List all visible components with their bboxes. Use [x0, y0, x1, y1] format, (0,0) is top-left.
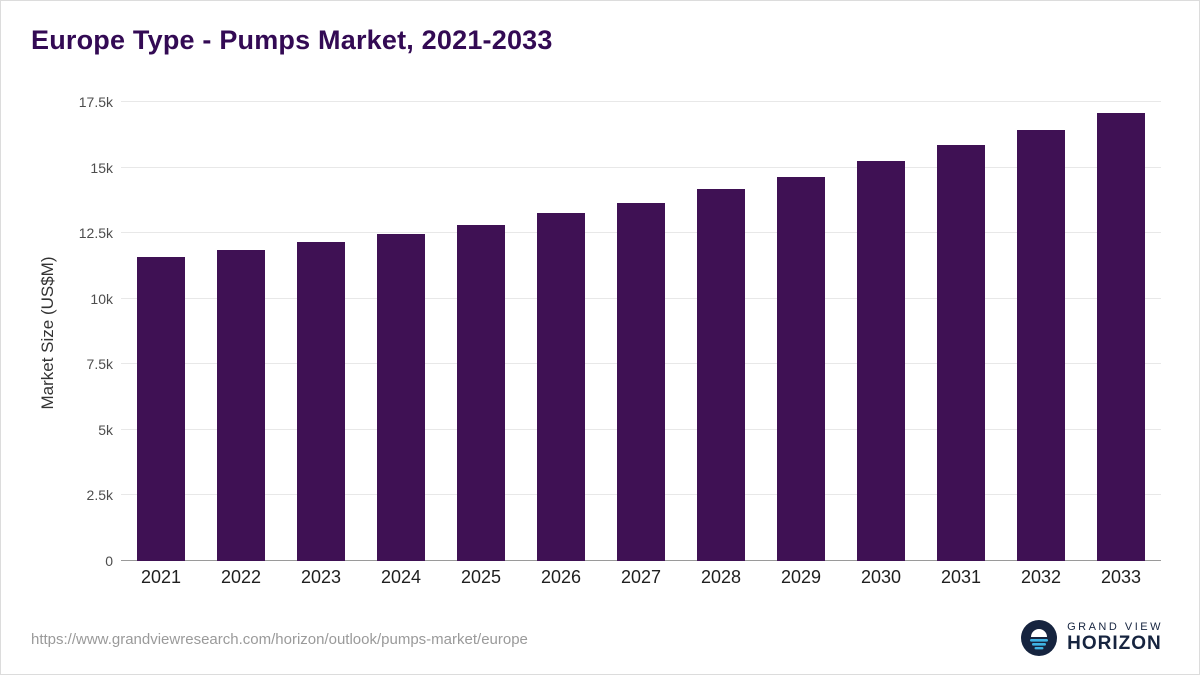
logo-line2: HORIZON: [1067, 633, 1162, 655]
bar-series: [121, 102, 1161, 561]
bar-slot: [1001, 102, 1081, 561]
x-tick-label-2029: 2029: [780, 567, 822, 587]
plot-area: [121, 101, 1161, 561]
bar-slot: [681, 102, 761, 561]
x-tick-label-2027: 2027: [620, 567, 662, 587]
bar-2022[interactable]: [217, 250, 265, 561]
x-tick-label-2023: 2023: [300, 567, 342, 587]
x-tick-label-2028: 2028: [700, 567, 742, 587]
bar-slot: [361, 102, 441, 561]
y-axis-tick-labels: 0 2.5k 5k 7.5k 10k 12.5k 15k 17.5k: [79, 94, 1161, 569]
bar-2030[interactable]: [857, 161, 905, 561]
bar-2031[interactable]: [937, 145, 985, 561]
gridline: [121, 101, 1161, 102]
bar-2025[interactable]: [457, 225, 505, 561]
bar-2029[interactable]: [777, 176, 825, 561]
bar-slot: [761, 102, 841, 561]
y-tick-label: 12.5k: [78, 225, 113, 242]
grandview-horizon-logo: GRAND VIEW HORIZON: [1021, 620, 1163, 656]
y-tick-label: 15k: [90, 159, 113, 176]
bar-slot: [281, 102, 361, 561]
bar-2028[interactable]: [697, 188, 745, 561]
y-tick-label: 5k: [98, 421, 113, 438]
bar-slot: [121, 102, 201, 561]
bar-slot: [921, 102, 1001, 561]
x-tick-label-2026: 2026: [540, 567, 582, 587]
bar-2027[interactable]: [617, 202, 665, 561]
y-tick-label: 7.5k: [86, 356, 113, 373]
bar-2024[interactable]: [377, 234, 425, 561]
bar-2021[interactable]: [137, 256, 185, 561]
bar-slot: [841, 102, 921, 561]
bar-2026[interactable]: [537, 213, 585, 561]
bar-slot: [1081, 102, 1161, 561]
y-tick-label: 10k: [90, 290, 113, 307]
bar-slot: [521, 102, 601, 561]
horizon-sunrise-circle-icon: [1021, 620, 1058, 656]
bar-2023[interactable]: [297, 242, 345, 561]
y-tick-label: 0: [105, 553, 113, 569]
x-tick-label-2030: 2030: [860, 567, 902, 587]
bar-slot: [441, 102, 521, 561]
x-tick-label-2022: 2022: [220, 567, 262, 587]
source-url: https://www.grandviewresearch.com/horizo…: [31, 631, 528, 648]
gridline: [121, 166, 1161, 168]
bar-2032[interactable]: [1017, 129, 1065, 561]
y-axis-title: Market Size (US$M): [38, 256, 57, 410]
page-title: Europe Type - Pumps Market, 2021-2033: [31, 25, 553, 55]
y-tick-label: 2.5k: [86, 487, 113, 504]
x-tick-label-2032: 2032: [1020, 567, 1062, 587]
x-tick-label-2031: 2031: [940, 567, 982, 587]
x-tick-label-2025: 2025: [460, 567, 502, 587]
x-tick-label-2021: 2021: [140, 567, 182, 587]
logo-text: GRAND VIEW HORIZON: [1067, 621, 1163, 655]
bar-2033[interactable]: [1097, 112, 1145, 561]
x-tick-label-2024: 2024: [380, 567, 422, 587]
bar-slot: [601, 102, 681, 561]
x-axis-tick-labels: 2021 2022 2023 2024 2025 2026 2027 2028 2029 2030…: [121, 567, 1161, 588]
bar-slot: [201, 102, 281, 561]
y-tick-label: 17.5k: [78, 94, 113, 110]
x-tick-label-2033: 2033: [1100, 567, 1142, 587]
logo-line1: GRAND VIEW: [1067, 620, 1163, 633]
